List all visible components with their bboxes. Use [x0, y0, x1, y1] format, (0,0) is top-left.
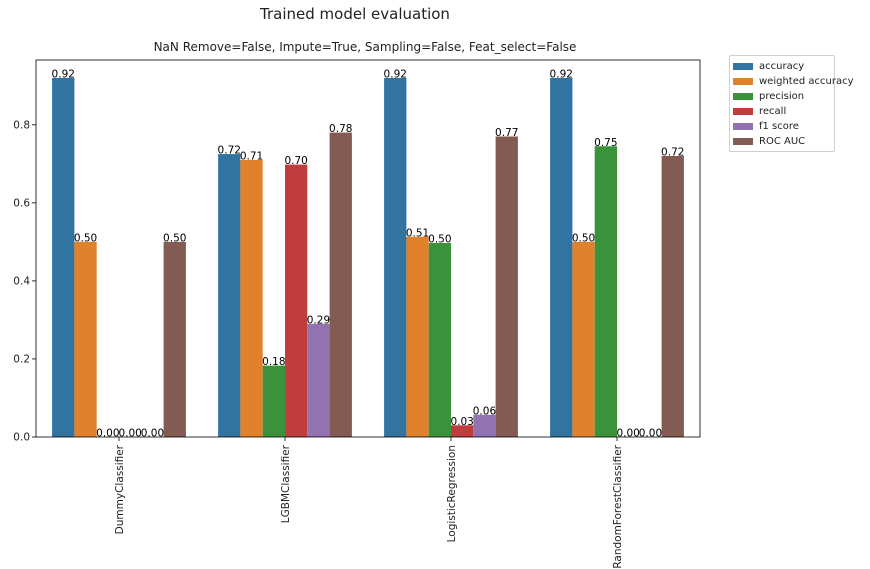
legend-item: recall [733, 104, 831, 119]
bar-value-label: 0.92 [384, 68, 407, 80]
bar-value-label: 0.00 [118, 428, 141, 440]
bar [52, 77, 75, 437]
bar-value-label: 0.18 [262, 356, 285, 368]
bar-value-label: 0.70 [284, 155, 307, 167]
bar [572, 241, 595, 437]
legend-label: weighted accuracy [759, 76, 854, 87]
bar-value-label: 0.29 [307, 314, 330, 326]
bar [473, 414, 496, 437]
bar [74, 241, 97, 437]
bar-value-label: 0.06 [473, 405, 497, 417]
bar-value-label: 0.50 [428, 234, 451, 246]
legend-swatch [733, 108, 753, 115]
bar [329, 132, 352, 437]
x-tick-label: LGBMClassifier [280, 444, 292, 523]
bar-value-label: 0.51 [406, 227, 429, 239]
bar-value-label: 0.03 [450, 416, 473, 428]
bar [384, 77, 407, 437]
bar-value-labels: 0.920.500.000.000.000.500.720.710.180.70… [52, 68, 685, 439]
y-tick-label: 0.0 [13, 432, 30, 444]
bar [262, 365, 285, 437]
x-axis: DummyClassifier LGBMClassifier LogisticReg… [114, 437, 624, 569]
bar [495, 136, 518, 438]
bar [451, 425, 474, 437]
bar [163, 241, 186, 437]
bar-value-label: 0.72 [218, 145, 241, 157]
legend-item: f1 score [733, 119, 831, 134]
bar [218, 154, 241, 438]
bar-value-label: 0.50 [163, 232, 186, 244]
bar-value-label: 0.50 [572, 232, 595, 244]
chart-subtitle: NaN Remove=False, Impute=True, Sampling=… [153, 40, 577, 54]
legend-swatch [733, 63, 753, 70]
legend-item: weighted accuracy [733, 74, 854, 89]
legend-swatch [733, 78, 753, 85]
x-tick-label: LogisticRegression [446, 445, 458, 542]
bar-value-label: 0.92 [52, 68, 75, 80]
bar-value-label: 0.00 [639, 428, 662, 440]
legend-label: f1 score [759, 121, 799, 132]
y-axis: 0.0 0.2 0.4 0.6 0.8 [13, 119, 36, 444]
legend-item: ROC AUC [733, 134, 831, 149]
bar-value-label: 0.00 [96, 428, 119, 440]
legend-item: accuracy [733, 59, 831, 74]
legend-label: ROC AUC [759, 136, 806, 147]
legend-label: precision [759, 91, 805, 102]
bar [661, 156, 684, 437]
bar-value-label: 0.72 [661, 147, 684, 159]
y-tick-label: 0.6 [13, 197, 30, 209]
bar [307, 323, 330, 437]
bar-value-label: 0.71 [240, 150, 263, 162]
bar-value-label: 0.00 [141, 428, 164, 440]
legend-swatch [733, 138, 753, 145]
bar [406, 236, 429, 437]
bar [594, 146, 617, 437]
bar-value-label: 0.78 [329, 123, 352, 135]
legend-item: precision [733, 89, 831, 104]
bar [285, 164, 308, 437]
bar-value-label: 0.50 [74, 232, 97, 244]
figure-title: Trained model evaluation [260, 5, 450, 23]
y-tick-label: 0.8 [13, 119, 30, 131]
y-tick-label: 0.2 [13, 353, 30, 365]
bar-value-label: 0.00 [616, 428, 639, 440]
bars [52, 77, 684, 438]
bar [240, 159, 263, 437]
bar-value-label: 0.77 [495, 127, 518, 139]
bar-value-label: 0.75 [594, 137, 617, 149]
bar-value-label: 0.92 [550, 68, 573, 80]
plot-frame [35, 59, 701, 438]
legend-label: accuracy [759, 61, 805, 72]
legend-swatch [733, 93, 753, 100]
bar [550, 77, 573, 437]
y-tick-label: 0.4 [13, 275, 30, 287]
chart-legend: accuracy weighted accuracy precision recall… [729, 55, 854, 152]
legend-swatch [733, 123, 753, 130]
bar [428, 243, 451, 437]
legend-label: recall [759, 106, 787, 117]
x-tick-label: RandomForestClassifier [612, 444, 624, 568]
x-tick-label: DummyClassifier [114, 444, 126, 534]
